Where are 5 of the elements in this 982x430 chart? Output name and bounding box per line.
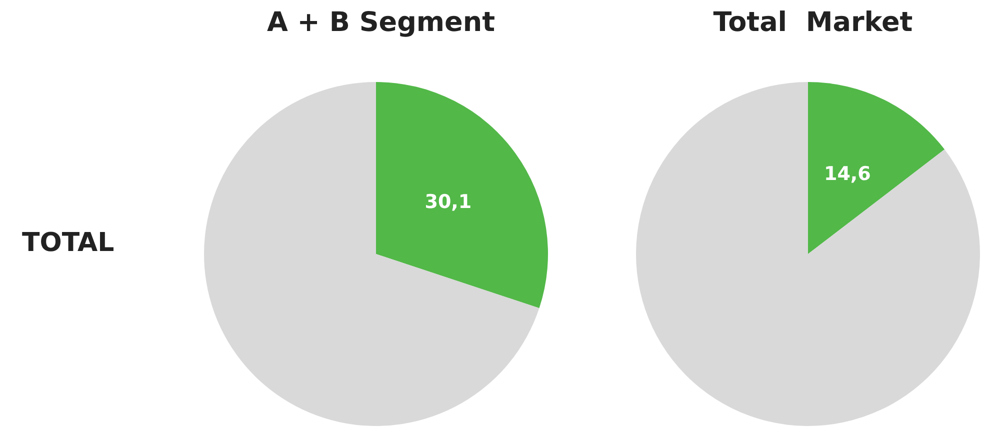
data-label: 30,1 bbox=[424, 190, 472, 213]
data-label: 14,6 bbox=[824, 163, 871, 186]
text: TOTAL bbox=[22, 228, 114, 258]
chart-title: A + B Segment bbox=[267, 7, 496, 38]
chart-title: Total Market bbox=[713, 7, 913, 38]
